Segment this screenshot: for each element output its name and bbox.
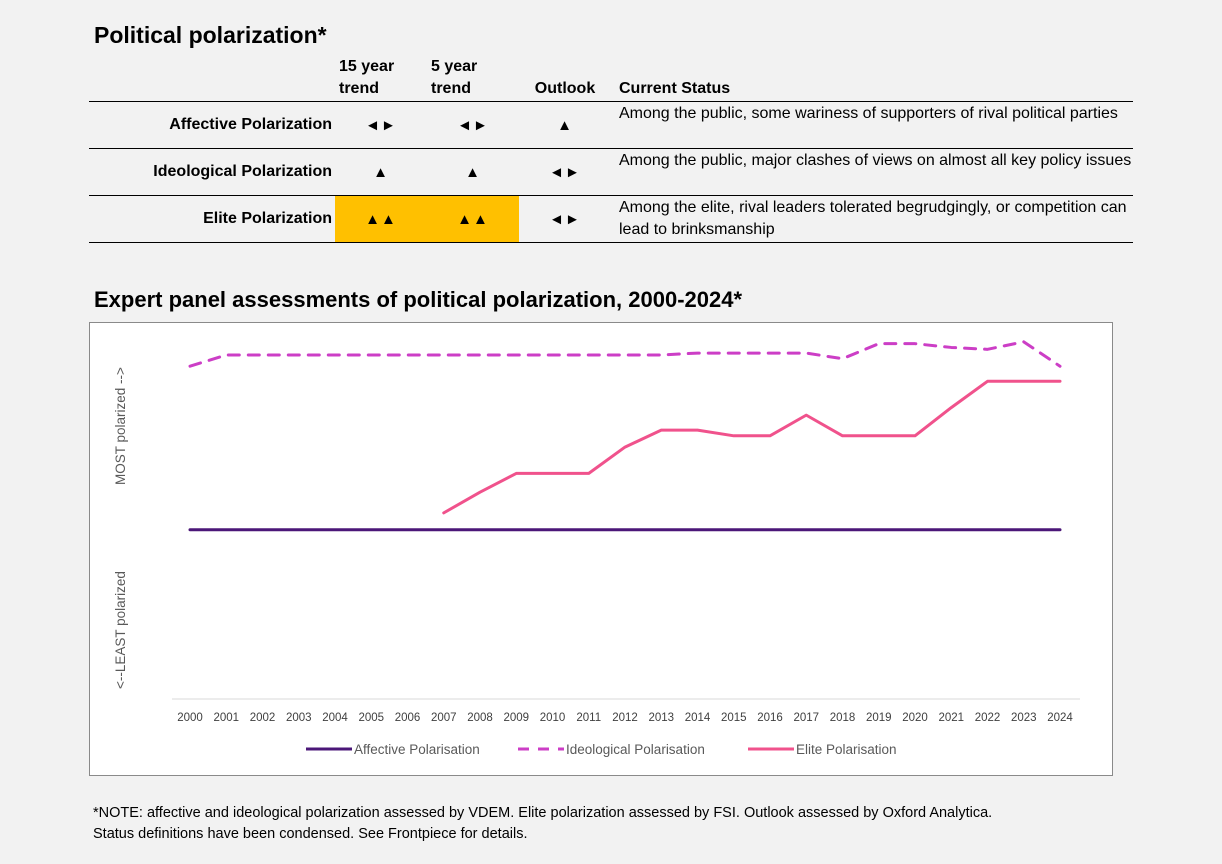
x-tick-label: 2022 <box>975 712 1001 724</box>
x-tick-label: 2002 <box>250 712 276 724</box>
x-tick-label: 2011 <box>576 712 601 724</box>
x-tick-label: 2014 <box>685 712 711 724</box>
header-blank <box>89 56 335 102</box>
table-row: Affective Polarization ◄► ◄► ▲ Among the… <box>89 101 1133 149</box>
trend-5-indicator: ▲▲ <box>427 195 519 243</box>
header-outlook: Outlook <box>519 56 611 102</box>
legend-label: Affective Polarisation <box>354 742 480 757</box>
x-tick-label: 2001 <box>213 712 239 724</box>
trend-15-indicator: ◄► <box>335 101 427 149</box>
x-tick-label: 2010 <box>540 712 566 724</box>
polarization-line-chart: 2000 2001 2002 2003 2004 2005 2006 2007 2008 2009… <box>89 322 1113 776</box>
page-title: Political polarization* <box>94 22 327 48</box>
y-axis-label-bottom: <--LEAST polarized <box>113 571 128 689</box>
legend-label: Ideological Polarisation <box>566 742 705 757</box>
table-header-row: 15 year trend 5 year trend Outlook Current… <box>89 56 1133 102</box>
status-text: Among the public, major clashes of views… <box>611 148 1133 196</box>
x-tick-label: 2013 <box>648 712 674 724</box>
x-tick-label: 2023 <box>1011 712 1037 724</box>
header-5-year-trend: 5 year trend <box>427 56 519 102</box>
x-tick-label: 2006 <box>395 712 421 724</box>
y-axis-label-top: MOST polarized --> <box>113 367 128 485</box>
x-tick-label: 2000 <box>177 712 203 724</box>
x-tick-label: 2007 <box>431 712 457 724</box>
x-tick-label: 2015 <box>721 712 747 724</box>
table-row: Ideological Polarization ▲ ▲ ◄► Among th… <box>89 148 1133 196</box>
chart-title: Expert panel assessments of political po… <box>94 287 743 312</box>
x-tick-label: 2018 <box>830 712 856 724</box>
x-tick-label: 2003 <box>286 712 312 724</box>
outlook-indicator: ▲ <box>519 101 611 149</box>
x-tick-label: 2005 <box>358 712 384 724</box>
trend-15-indicator: ▲▲ <box>335 195 427 243</box>
x-tick-label: 2021 <box>938 712 964 724</box>
x-tick-label: 2019 <box>866 712 892 724</box>
series-line-ideological-polarisation <box>188 340 1062 368</box>
row-name: Affective Polarization <box>89 101 335 149</box>
status-text: Among the elite, rival leaders tolerated… <box>611 195 1133 243</box>
row-name: Elite Polarization <box>89 195 335 243</box>
x-tick-label: 2004 <box>322 712 348 724</box>
outlook-indicator: ◄► <box>519 148 611 196</box>
x-tick-label: 2024 <box>1047 712 1073 724</box>
outlook-indicator: ◄► <box>519 195 611 243</box>
status-text: Among the public, some wariness of suppo… <box>611 101 1133 149</box>
footnote-line-1: *NOTE: affective and ideological polariz… <box>93 805 993 821</box>
x-tick-label: 2009 <box>503 712 529 724</box>
x-tick-label: 2017 <box>793 712 819 724</box>
footnote: *NOTE: affective and ideological polariz… <box>93 803 1153 845</box>
row-name: Ideological Polarization <box>89 148 335 196</box>
polarization-status-table: 15 year trend 5 year trend Outlook Current… <box>89 56 1133 243</box>
x-tick-label: 2016 <box>757 712 783 724</box>
trend-5-indicator: ▲ <box>427 148 519 196</box>
chart-canvas: 2000 2001 2002 2003 2004 2005 2006 2007 2008 2009… <box>172 340 1080 757</box>
footnote-line-2: Status definitions have been condensed. … <box>93 826 528 842</box>
x-tick-label: 2008 <box>467 712 493 724</box>
table-row: Elite Polarization ▲▲ ▲▲ ◄► Among the el… <box>89 195 1133 243</box>
trend-15-indicator: ▲ <box>335 148 427 196</box>
x-tick-label: 2012 <box>612 712 638 724</box>
series-line-elite-polarisation <box>442 379 1062 515</box>
header-15-year-trend: 15 year trend <box>335 56 427 102</box>
header-current-status: Current Status <box>611 56 1133 102</box>
trend-5-indicator: ◄► <box>427 101 519 149</box>
legend-label: Elite Polarisation <box>796 742 897 757</box>
x-tick-label: 2020 <box>902 712 928 724</box>
